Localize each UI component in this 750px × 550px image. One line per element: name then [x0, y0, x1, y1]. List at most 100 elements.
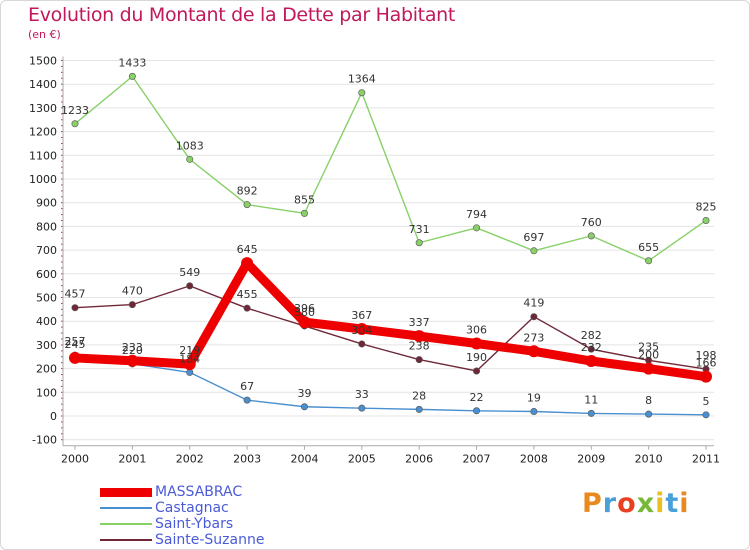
series-line-sainte-suzanne: [74, 285, 707, 372]
y-tick-label: 500: [36, 292, 57, 305]
data-point: [298, 316, 311, 329]
data-label: 166: [696, 357, 717, 370]
data-label: 8: [645, 394, 652, 407]
y-minor-tick: [61, 302, 63, 304]
y-tick-label: 1400: [29, 78, 57, 91]
legend-swatch: [100, 507, 152, 509]
logo-letter: o: [617, 488, 637, 519]
legend-label: MASSABRAC: [155, 484, 243, 500]
x-tick-label: 2008: [520, 453, 548, 466]
data-label: 304: [351, 324, 372, 337]
data-label: 396: [294, 302, 315, 315]
data-label: 645: [237, 243, 258, 256]
y-minor-tick: [61, 379, 63, 381]
y-minor-tick: [61, 160, 63, 162]
data-label: 1364: [348, 73, 376, 86]
data-point: [473, 407, 481, 415]
data-label: 257: [65, 335, 86, 348]
grid: [63, 60, 714, 441]
y-minor-tick: [61, 119, 63, 121]
y-minor-tick: [61, 219, 63, 221]
logo-letter: i: [655, 488, 666, 519]
data-label: 697: [523, 231, 544, 244]
y-minor-tick: [61, 184, 63, 186]
y-minor-tick: [61, 95, 63, 97]
data-label: 232: [581, 341, 602, 354]
data-label: 219: [179, 344, 200, 357]
y-minor-tick: [61, 131, 63, 133]
data-label: 67: [240, 380, 254, 393]
legend-swatch: [100, 487, 152, 497]
y-minor-tick: [61, 60, 63, 61]
data-label: 1233: [61, 104, 89, 117]
data-point: [300, 209, 308, 217]
data-point: [71, 304, 79, 312]
y-minor-tick: [61, 178, 63, 180]
y-minor-tick: [61, 172, 63, 174]
y-minor-tick: [61, 344, 63, 346]
data-point: [645, 410, 653, 418]
y-tick-label: 200: [36, 363, 57, 376]
data-point: [358, 404, 366, 412]
x-axis: 2000 2001 2002 2003 2004 2005 2006 2007 2008 2009…: [61, 445, 720, 466]
y-minor-tick: [61, 409, 63, 411]
y-tick-label: 800: [36, 220, 57, 233]
y-tick-label: 600: [36, 268, 57, 281]
y-minor-tick: [61, 403, 63, 405]
data-label: 306: [466, 323, 487, 336]
data-label: 455: [237, 288, 258, 301]
logo-letter: x: [636, 488, 656, 519]
legend-swatch: [100, 523, 152, 525]
y-tick-label: 1300: [29, 102, 57, 115]
legend-label: Saint-Ybars: [155, 516, 234, 532]
data-point: [530, 247, 538, 255]
data-point: [587, 409, 595, 417]
data-point: [186, 155, 194, 163]
series-line-massabrac: [70, 258, 711, 382]
y-minor-tick: [61, 214, 63, 216]
y-tick-label: 1500: [29, 55, 57, 68]
y-minor-tick: [61, 362, 63, 364]
x-tick-label: 2001: [118, 453, 146, 466]
legend-label: Sainte-Suzanne: [155, 532, 265, 548]
y-minor-tick: [61, 89, 63, 91]
logo-letter: P: [582, 488, 603, 519]
y-minor-tick: [61, 385, 63, 387]
data-point: [702, 216, 710, 224]
y-minor-tick: [61, 83, 63, 85]
y-minor-tick: [61, 261, 63, 263]
data-label: 337: [409, 316, 430, 329]
x-tick-label: 2003: [233, 453, 261, 466]
y-tick-label: 1000: [29, 173, 57, 186]
x-tick-label: 2010: [635, 453, 663, 466]
y-minor-tick: [61, 374, 63, 376]
data-label: 1433: [118, 56, 146, 69]
y-minor-tick: [61, 249, 63, 251]
y-minor-tick: [61, 439, 63, 441]
data-label: 273: [523, 331, 544, 344]
y-minor-tick: [61, 196, 63, 198]
y-minor-tick: [61, 326, 63, 328]
data-point: [530, 407, 538, 415]
legend-item: Saint-Ybars: [100, 516, 264, 532]
proxiti-logo: Proxiti: [582, 488, 690, 519]
data-label: 282: [581, 329, 602, 342]
legend-item: MASSABRAC: [100, 484, 264, 500]
y-minor-tick: [61, 231, 63, 233]
data-point: [186, 282, 194, 290]
y-minor-tick: [61, 332, 63, 334]
data-point: [702, 411, 710, 419]
y-minor-tick: [61, 142, 63, 144]
data-point: [243, 201, 251, 209]
y-minor-tick: [61, 297, 63, 298]
y-minor-tick: [61, 202, 63, 204]
y-tick-label: 0: [50, 410, 57, 423]
data-label: 11: [584, 393, 598, 406]
y-minor-tick: [61, 433, 63, 435]
chart-title: Evolution du Montant de la Dette par Hab…: [28, 4, 456, 26]
legend-label: Castagnac: [155, 500, 229, 516]
data-point: [700, 370, 712, 383]
data-label: 233: [122, 341, 143, 354]
